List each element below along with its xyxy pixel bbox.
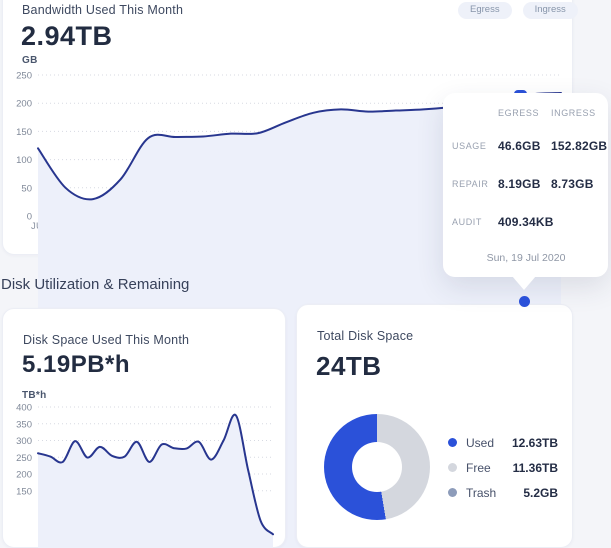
tooltip-repair-label: REPAIR [452,179,489,189]
svg-text:200: 200 [16,99,32,110]
tooltip-audit-egress-value: 409.34KB [498,215,554,229]
tooltip-date: Sun, 19 Jul 2020 [486,252,566,264]
used-dot-icon [448,438,457,447]
disk-used-card-title: Disk Space Used This Month [23,333,190,347]
used-label: Used [466,435,495,450]
used-value: 12.63TB [511,435,558,450]
disk-used-total-value: 5.19PB*h [22,351,131,378]
svg-text:150: 150 [16,127,32,138]
disk-used-line-chart[interactable]: 400 350 300 250 200 150 [16,403,274,548]
svg-text:150: 150 [16,486,32,497]
bandwidth-filter-buttons: Egress Ingress [458,2,578,19]
tooltip-repair-egress-value: 8.19GB [498,177,541,191]
tooltip-anchor-dot [519,296,530,307]
tooltip-repair-ingress-value: 8.73GB [551,177,594,191]
bandwidth-card-title: Bandwidth Used This Month [22,3,184,17]
tooltip-egress-column-header: EGRESS [498,108,540,118]
svg-text:300: 300 [16,436,32,447]
bandwidth-total-value: 2.94TB [21,21,113,51]
svg-text:400: 400 [16,403,32,414]
total-disk-value: 24TB [316,351,382,381]
free-dot-icon [448,463,457,472]
disk-space-donut-chart[interactable] [324,414,430,520]
svg-text:350: 350 [16,419,32,430]
tooltip-row-usage: USAGE 46.6GB 152.82GB [452,127,607,165]
legend-row-free: Free 11.36TB [448,455,558,480]
svg-text:200: 200 [16,470,32,481]
bandwidth-unit-label: GB [22,55,38,66]
total-disk-card-title: Total Disk Space [317,329,414,343]
disk-space-legend: Used 12.63TB Free 11.36TB Trash 5.2GB [448,430,558,505]
ingress-filter-button[interactable]: Ingress [522,2,578,19]
tooltip-usage-label: USAGE [452,141,487,151]
trash-label: Trash [466,485,497,500]
tooltip-usage-ingress-value: 152.82GB [551,139,608,153]
trash-value: 5.2GB [523,485,558,500]
legend-row-used: Used 12.63TB [448,430,558,455]
disk-used-unit-label: TB*h [22,390,47,401]
svg-text:250: 250 [16,71,32,82]
trash-dot-icon [448,488,457,497]
svg-text:50: 50 [21,183,32,194]
disk-space-used-card: Disk Space Used This Month 5.19PB*h TB*h… [2,308,286,548]
legend-row-trash: Trash 5.2GB [448,480,558,505]
tooltip-row-repair: REPAIR 8.19GB 8.73GB [452,165,600,203]
svg-text:100: 100 [16,155,32,166]
bandwidth-tooltip: EGRESS INGRESS USAGE 46.6GB 152.82GB REP… [443,93,608,290]
total-disk-space-card: Total Disk Space 24TB Used 12.63TB Free … [296,304,573,548]
svg-text:250: 250 [16,453,32,464]
disk-section-heading: Disk Utilization & Remaining [1,276,190,293]
tooltip-usage-egress-value: 46.6GB [498,139,541,153]
tooltip-row-audit: AUDIT 409.34KB [452,203,600,241]
tooltip-ingress-column-header: INGRESS [551,108,596,118]
free-label: Free [466,460,491,475]
free-value: 11.36TB [512,460,558,475]
svg-text:0: 0 [27,212,32,223]
egress-filter-button[interactable]: Egress [458,2,512,19]
tooltip-audit-label: AUDIT [452,217,482,227]
